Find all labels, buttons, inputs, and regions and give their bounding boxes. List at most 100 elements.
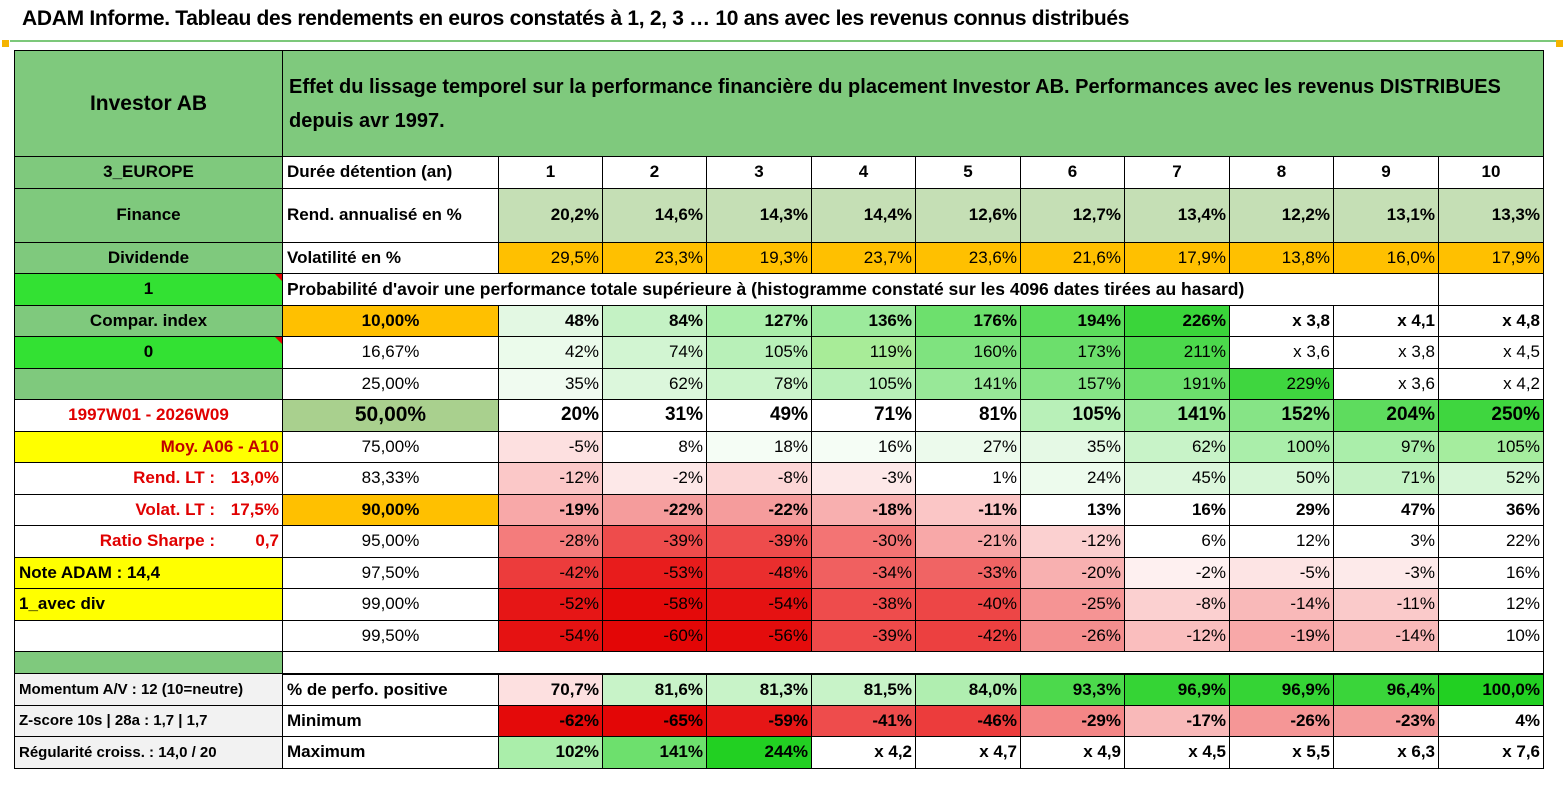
probability-row: 25,00% 35% 62% 78% 105% 141% 157% 191% 229% x 3,6… — [14, 367, 1544, 400]
probability-value: -19% — [498, 493, 603, 526]
probability-threshold: 16,67% — [282, 336, 499, 369]
volat-lt-cell: Volat. LT : 17,5% — [14, 493, 283, 526]
probability-value: x 3,8 — [1229, 304, 1334, 337]
minimum-year-6: -29% — [1020, 704, 1125, 737]
probability-value: 48% — [498, 304, 603, 337]
probability-value: 42% — [498, 336, 603, 369]
period-cell: 1997W01 - 2026W09 — [14, 399, 283, 432]
moy-cell: Moy. A06 - A10 — [14, 430, 283, 463]
probability-value: 100% — [1229, 430, 1334, 463]
momentum-cell: Momentum A/V : 12 (10=neutre) — [14, 673, 283, 706]
maximum-year-7: x 4,5 — [1124, 736, 1230, 769]
probability-value: 152% — [1229, 399, 1334, 432]
probability-value: 194% — [1020, 304, 1125, 337]
probability-value: x 3,6 — [1333, 367, 1439, 400]
probability-value: x 3,6 — [1229, 336, 1334, 369]
probability-value: -12% — [498, 462, 603, 495]
probability-value: 62% — [602, 367, 707, 400]
probability-value: 250% — [1438, 399, 1544, 432]
title-underline — [10, 40, 1557, 42]
probability-value: 74% — [602, 336, 707, 369]
probability-value: -42% — [498, 556, 603, 589]
probability-value: 62% — [1124, 430, 1230, 463]
minimum-year-1: -62% — [498, 704, 603, 737]
return-label: Rend. annualisé en % — [282, 187, 499, 243]
probability-row: Compar. index 10,00% 48% 84% 127% 136% 176% 194… — [14, 304, 1544, 337]
probability-value: x 4,8 — [1438, 304, 1544, 337]
probability-value: -21% — [915, 525, 1021, 558]
year-10-header: 10 — [1438, 156, 1544, 189]
probability-value: 71% — [1333, 462, 1439, 495]
return-year-9: 13,1% — [1333, 187, 1439, 243]
minimum-label: Minimum — [282, 704, 499, 737]
probability-value: 36% — [1438, 493, 1544, 526]
volatility-year-7: 17,9% — [1124, 241, 1230, 274]
minimum-year-2: -65% — [602, 704, 707, 737]
compar-index-cell: Compar. index — [14, 304, 283, 337]
empty-cell — [1333, 273, 1439, 306]
probability-value: 191% — [1124, 367, 1230, 400]
volatility-year-6: 21,6% — [1020, 241, 1125, 274]
return-year-3: 14,3% — [706, 187, 812, 243]
rend-lt-cell: Rend. LT : 13,0% — [14, 462, 283, 495]
probability-value: -52% — [498, 588, 603, 621]
maximum-year-2: 141% — [602, 736, 707, 769]
year-5-header: 5 — [915, 156, 1021, 189]
table-description: Effet du lissage temporel sur la perform… — [282, 50, 1544, 157]
probability-value: 6% — [1124, 525, 1230, 558]
year-3-header: 3 — [706, 156, 812, 189]
probability-row: Volat. LT :17,5% 90,00% -19% -22% -22% -18% -1… — [14, 493, 1544, 526]
probability-value: -26% — [1020, 619, 1125, 652]
probability-value: 16% — [811, 430, 916, 463]
fund-name: Investor AB — [14, 50, 283, 157]
probability-threshold: 99,50% — [282, 619, 499, 652]
probability-value: x 4,5 — [1438, 336, 1544, 369]
ratio-sharpe-cell: Ratio Sharpe : 0,7 — [14, 525, 283, 558]
maximum-year-4: x 4,2 — [811, 736, 916, 769]
probability-value: 119% — [811, 336, 916, 369]
probability-value: -11% — [1333, 588, 1439, 621]
corner-marker — [2, 40, 9, 47]
probability-value: 22% — [1438, 525, 1544, 558]
year-6-header: 6 — [1020, 156, 1125, 189]
probability-value: 157% — [1020, 367, 1125, 400]
maximum-year-8: x 5,5 — [1229, 736, 1334, 769]
probability-value: 29% — [1229, 493, 1334, 526]
probability-value: -8% — [706, 462, 812, 495]
probability-value: 211% — [1124, 336, 1230, 369]
volatility-label: Volatilité en % — [282, 241, 499, 274]
return-year-1: 20,2% — [498, 187, 603, 243]
probability-value: -19% — [1229, 619, 1334, 652]
probability-value: 97% — [1333, 430, 1439, 463]
probability-value: -58% — [602, 588, 707, 621]
probability-value: -30% — [811, 525, 916, 558]
volatility-year-10: 17,9% — [1438, 241, 1544, 274]
volatility-row: Dividende Volatilité en % 29,5% 23,3% 19,3… — [14, 241, 1544, 274]
maximum-year-5: x 4,7 — [915, 736, 1021, 769]
probability-value: 45% — [1124, 462, 1230, 495]
probability-row: 99,50% -54% -60% -56% -39% -42% -26% -12% -19% -1… — [14, 619, 1544, 652]
probability-value: 71% — [811, 399, 916, 432]
maximum-year-6: x 4,9 — [1020, 736, 1125, 769]
probability-value: -39% — [706, 525, 812, 558]
probability-threshold: 75,00% — [282, 430, 499, 463]
sector-cell: Finance — [14, 187, 283, 243]
positive-performance-year-8: 96,9% — [1229, 673, 1334, 706]
probability-value: -54% — [706, 588, 812, 621]
probability-value: -18% — [811, 493, 916, 526]
probability-value: -53% — [602, 556, 707, 589]
maximum-year-9: x 6,3 — [1333, 736, 1439, 769]
minimum-year-10: 4% — [1438, 704, 1544, 737]
probability-value: -39% — [602, 525, 707, 558]
probability-value: 24% — [1020, 462, 1125, 495]
probability-value: 12% — [1229, 525, 1334, 558]
probability-value: -22% — [602, 493, 707, 526]
probability-row: 0 16,67% 42% 74% 105% 119% 160% 173% 211% x 3,6 x … — [14, 336, 1544, 369]
spacer-cell — [14, 651, 283, 674]
probability-value: -14% — [1333, 619, 1439, 652]
probability-value: -38% — [811, 588, 916, 621]
probability-value: 13% — [1020, 493, 1125, 526]
probability-value: 3% — [1333, 525, 1439, 558]
positive-performance-year-2: 81,6% — [602, 673, 707, 706]
probability-value: 176% — [915, 304, 1021, 337]
